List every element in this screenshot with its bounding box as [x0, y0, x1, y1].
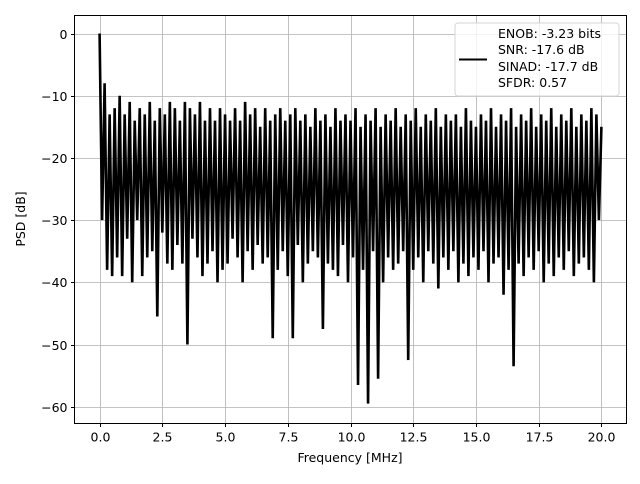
x-tick-label: 12.5 [400, 430, 428, 445]
x-tick-label: 17.5 [526, 430, 554, 445]
legend-sinad: SINAD: -17.7 dB [498, 59, 598, 74]
legend-snr: SNR: -17.6 dB [498, 42, 585, 57]
y-tick-label: −50 [41, 338, 67, 353]
x-axis-label: Frequency [MHz] [297, 450, 402, 465]
x-tick-label: 7.5 [279, 430, 299, 445]
y-axis-label: PSD [dB] [13, 191, 28, 246]
plot-frame [74, 15, 627, 424]
y-tick-label: −30 [41, 213, 67, 228]
x-tick-label: 0.0 [91, 430, 111, 445]
y-tick-label: 0 [60, 27, 68, 42]
series-group [98, 33, 603, 404]
x-tick-label: 5.0 [216, 430, 236, 445]
x-tick-label: 15.0 [463, 430, 491, 445]
psd-series-line [98, 33, 603, 404]
legend-box [454, 22, 620, 97]
x-tick-label: 10.0 [338, 430, 366, 445]
y-tick-label: −10 [41, 89, 67, 104]
x-tick-label: 20.0 [588, 430, 616, 445]
legend-enob: ENOB: -3.23 bits [498, 26, 601, 41]
y-tick-label: −20 [41, 151, 67, 166]
x-tick-label: 2.5 [153, 430, 173, 445]
legend-sfdr: SFDR: 0.57 [498, 75, 567, 90]
y-tick-label: −40 [41, 275, 67, 290]
legend: ENOB: -3.23 bits SNR: -17.6 dB SINAD: -1… [454, 22, 620, 97]
y-tick-label: −60 [41, 400, 67, 415]
ticks: 0.0 2.5 5.0 7.5 10.0 12.5 15.0 17.5 20.0 0 −10 −20 −… [41, 27, 615, 445]
